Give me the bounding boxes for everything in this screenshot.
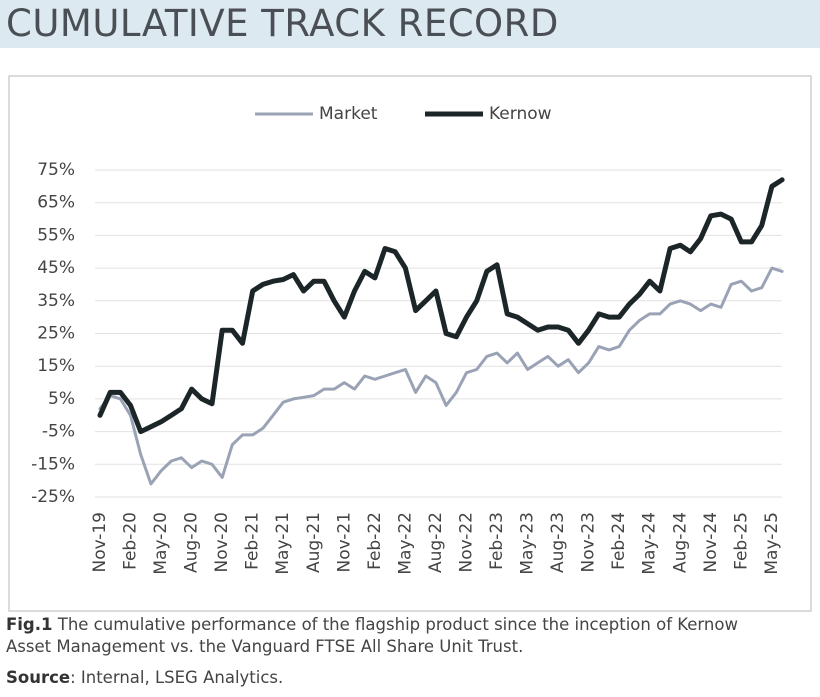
x-tick-label: Feb-22 [365,512,385,570]
y-tick-label: 35% [37,291,75,311]
y-tick-label: -25% [31,487,75,507]
y-tick-label: 65% [37,193,75,213]
x-tick-label: Nov-22 [456,512,476,573]
y-tick-label: 45% [37,258,75,278]
y-tick-label: 25% [37,324,75,344]
x-tick-label: Feb-25 [731,512,751,570]
x-tick-label: Aug-24 [670,512,690,573]
x-tick-label: Aug-22 [426,512,446,573]
y-tick-label: 55% [37,225,75,245]
x-tick-label: Nov-19 [90,512,110,573]
y-tick-label: 5% [48,389,75,409]
x-tick-label: Aug-20 [182,512,202,573]
y-tick-label: 15% [37,356,75,376]
source-label: Source [6,668,71,687]
x-tick-label: May-25 [762,512,782,575]
caption: Fig.1 The cumulative performance of the … [6,614,766,658]
legend-label: Kernow [489,104,552,124]
x-tick-label: Aug-23 [548,512,568,573]
x-tick-label: May-24 [640,512,660,575]
x-tick-label: Nov-24 [701,512,721,573]
y-tick-label: -5% [42,422,75,442]
source: Source: Internal, LSEG Analytics. [6,668,283,687]
chart-frame [8,75,812,612]
x-tick-label: Aug-21 [304,512,324,573]
x-tick-label: Nov-21 [334,512,354,573]
series-line [97,177,785,435]
header: CUMULATIVE TRACK RECORD [0,0,820,48]
x-tick-label: May-23 [518,512,538,575]
caption-label: Fig.1 [6,615,53,634]
caption-text: The cumulative performance of the flagsh… [6,615,738,656]
x-tick-label: Feb-21 [243,512,263,570]
x-tick-label: May-21 [273,512,293,575]
legend-label: Market [319,104,378,124]
x-tick-label: Feb-24 [609,512,629,570]
x-tick-label: Feb-23 [487,512,507,570]
x-tick-label: May-22 [395,512,415,575]
x-tick-label: Nov-20 [212,512,232,573]
x-tick-label: Feb-20 [121,512,141,570]
header-title: CUMULATIVE TRACK RECORD [6,2,559,45]
x-tick-label: May-20 [151,512,171,575]
source-text: : Internal, LSEG Analytics. [70,668,284,687]
series-line [98,266,784,486]
y-tick-label: -15% [31,454,75,474]
y-tick-label: 75% [37,160,75,180]
x-tick-label: Nov-23 [579,512,599,573]
